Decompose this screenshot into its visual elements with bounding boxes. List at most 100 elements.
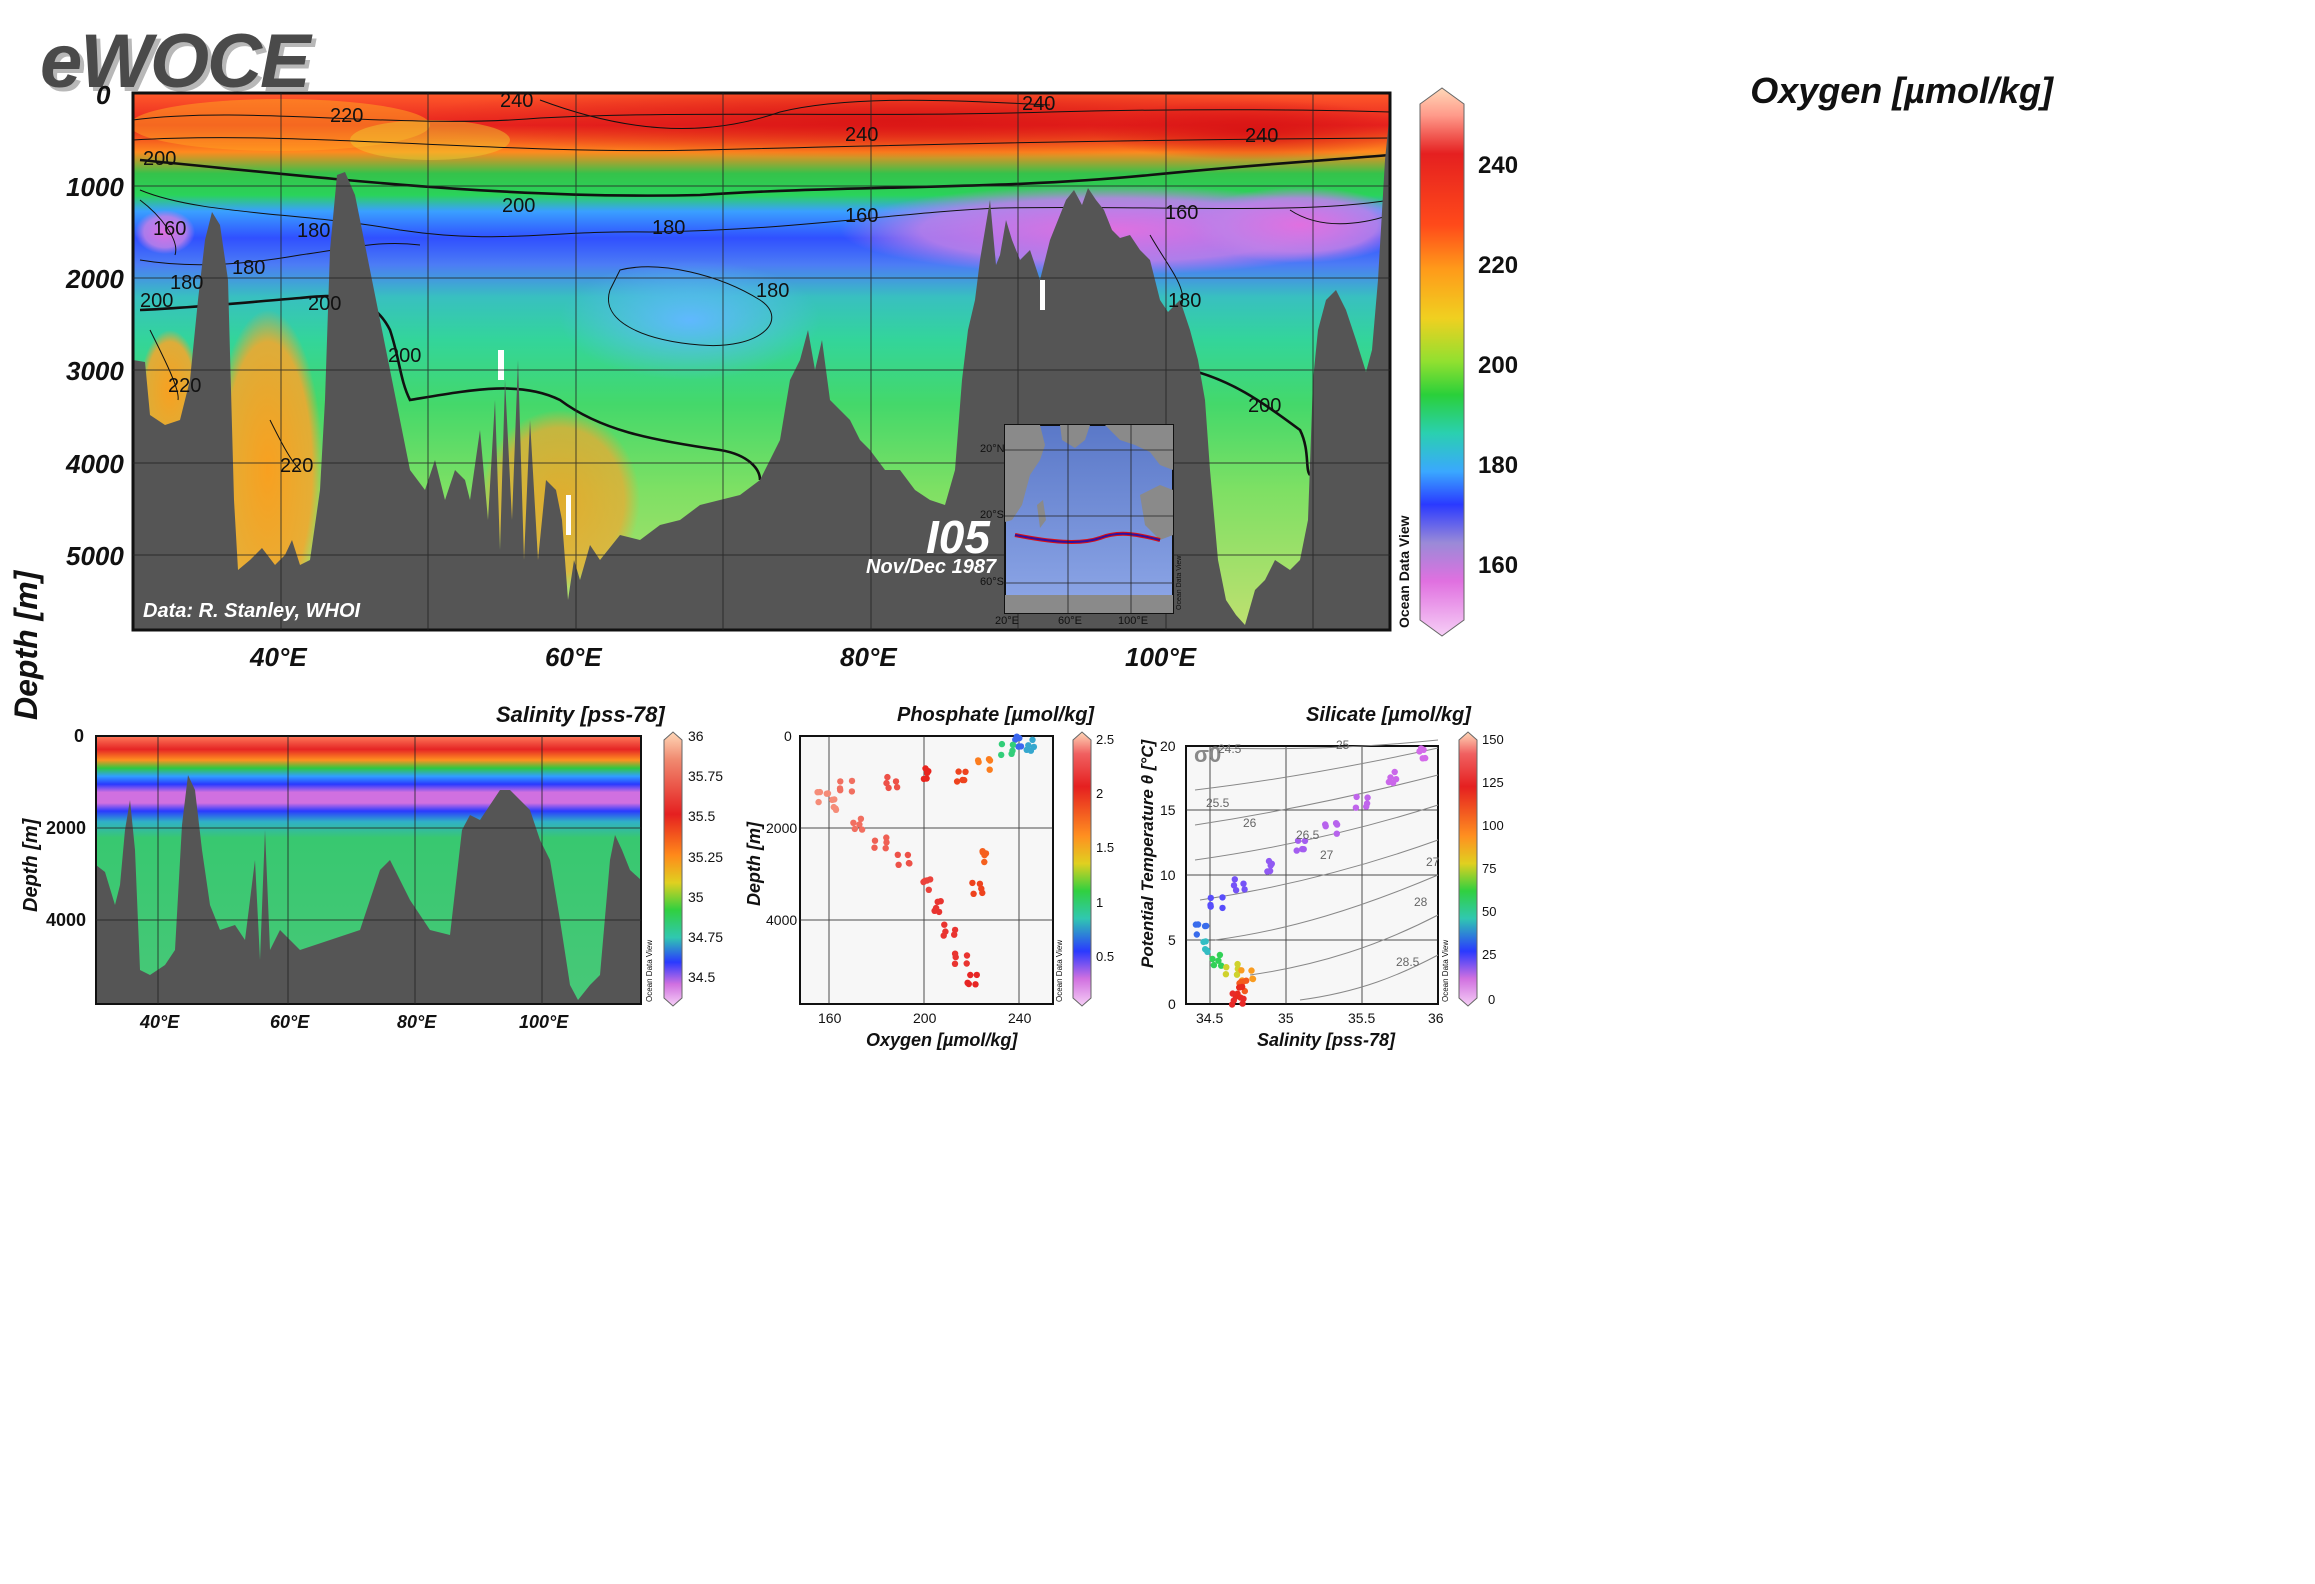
scatter-point (976, 880, 984, 887)
scatter-point (814, 789, 821, 796)
scatter-point (962, 768, 969, 775)
scatter-point (1352, 804, 1360, 811)
scatter-point (1240, 995, 1247, 1002)
sigma-symbol: σ0 (1194, 742, 1222, 767)
scatter-point (1192, 921, 1200, 928)
phosphate-watermark: Ocean Data View (1055, 939, 1064, 1002)
scatter-point (1294, 837, 1302, 844)
scatter-point (1025, 742, 1032, 749)
scatter-point (883, 839, 890, 846)
scatter-point (815, 798, 822, 806)
odv-watermark: Ocean Data View (1396, 515, 1412, 628)
contour-label: 160 (1165, 202, 1199, 224)
scatter-point (851, 825, 858, 833)
phosphate-ylabel: Depth [m] (744, 822, 764, 906)
salinity-ytick: 2000 (46, 818, 87, 838)
phosphate-xtick: 240 (1008, 1010, 1032, 1026)
silicate-colorbar (1458, 731, 1478, 1007)
silicate-cbar-tick: 125 (1482, 775, 1504, 790)
scatter-point (941, 921, 948, 928)
scatter-point (894, 851, 901, 858)
isopycnal-label: 26 (1243, 816, 1257, 830)
silicate-xtick: 35.5 (1348, 1010, 1376, 1026)
isopycnal-label: 27 (1426, 855, 1440, 869)
inset-lon-tick: 20°E (995, 615, 1019, 627)
scatter-point (1233, 971, 1241, 978)
contour-label: 180 (170, 272, 204, 294)
contour-label: 180 (1168, 290, 1202, 312)
silicate-xtick: 34.5 (1196, 1010, 1224, 1026)
isopycnal-label: 26.5 (1296, 828, 1320, 842)
oxygen-ytick: 3000 (66, 356, 124, 386)
contour-label: 220 (168, 375, 202, 397)
scatter-point (848, 777, 856, 785)
scatter-point (1249, 975, 1257, 983)
scatter-point (858, 826, 866, 833)
scatter-point (850, 819, 857, 826)
salinity-cbar-tick: 36 (688, 728, 704, 744)
inset-lat-tick: 60°S (980, 576, 1004, 588)
scatter-point (1234, 960, 1241, 968)
scatter-point (925, 886, 932, 893)
scatter-point (978, 885, 985, 892)
contour-label: 160 (845, 205, 879, 227)
inset-lon-tick: 100°E (1118, 615, 1149, 627)
salinity-cbar-tick: 35 (688, 889, 704, 905)
contour-label: 200 (140, 290, 174, 312)
scatter-point (1210, 961, 1218, 969)
isopycnal-label: 24.5 (1218, 742, 1242, 756)
scatter-point (832, 806, 840, 813)
scatter-point (1207, 903, 1214, 910)
contour-label: 160 (153, 218, 187, 240)
silicate-xlabel: Salinity [pss-78] (1257, 1030, 1396, 1050)
scatter-point (986, 757, 994, 764)
scatter-point (883, 834, 890, 841)
scatter-point (1238, 967, 1245, 974)
scatter-point (857, 815, 865, 822)
inset-lat-tick: 20°N (980, 443, 1005, 455)
phosphate-cbar-tick: 0.5 (1096, 949, 1115, 964)
phosphate-points (814, 733, 1038, 988)
inset-lon-tick: 60°E (1058, 615, 1082, 627)
contour-label: 180 (756, 280, 790, 302)
oxygen-ytick: 2000 (66, 264, 124, 294)
scatter-point (1219, 894, 1226, 901)
scatter-point (972, 981, 979, 988)
scatter-point (1219, 904, 1226, 912)
oxygen-cbar-tick: 180 (1478, 452, 1519, 479)
scatter-point (883, 779, 890, 787)
scatter-point (1422, 754, 1429, 762)
scatter-point (1200, 938, 1207, 946)
oxygen-ytick: 5000 (66, 541, 124, 571)
oxygen-cbar-tick: 220 (1478, 252, 1519, 279)
contour-label: 180 (232, 257, 266, 279)
scatter-point (1389, 779, 1397, 787)
phosphate-cbar-tick: 1 (1096, 895, 1104, 910)
scatter-point (1008, 750, 1015, 757)
scatter-point (1391, 768, 1398, 776)
salinity-ylabel: Depth [m] (20, 818, 42, 912)
scatter-point (981, 858, 988, 866)
salinity-cbar-tick: 35.5 (688, 808, 716, 824)
scatter-point (1017, 743, 1025, 750)
scatter-point (1223, 964, 1230, 971)
scatter-point (1322, 821, 1329, 828)
silicate-ytick: 5 (1168, 932, 1176, 948)
phosphate-xlabel: Oxygen [µmol/kg] (866, 1030, 1018, 1050)
scatter-point (934, 898, 941, 905)
scatter-point (892, 778, 900, 785)
scatter-point (1364, 794, 1371, 801)
inset-map (1004, 424, 1174, 614)
scatter-point (1204, 948, 1211, 955)
oxygen-ytick: 1000 (66, 172, 124, 202)
scatter-point (1215, 957, 1222, 964)
scatter-point (1333, 821, 1341, 828)
silicate-watermark: Ocean Data View (1441, 939, 1450, 1002)
scatter-point (998, 751, 1005, 759)
scatter-point (895, 861, 902, 868)
scatter-point (970, 890, 977, 897)
salinity-cbar-tick: 35.75 (688, 768, 724, 784)
salinity-xtick: 100°E (519, 1012, 569, 1032)
inset-lat-tick: 20°S (980, 509, 1004, 521)
oxygen-cbar-tick: 200 (1478, 352, 1519, 379)
